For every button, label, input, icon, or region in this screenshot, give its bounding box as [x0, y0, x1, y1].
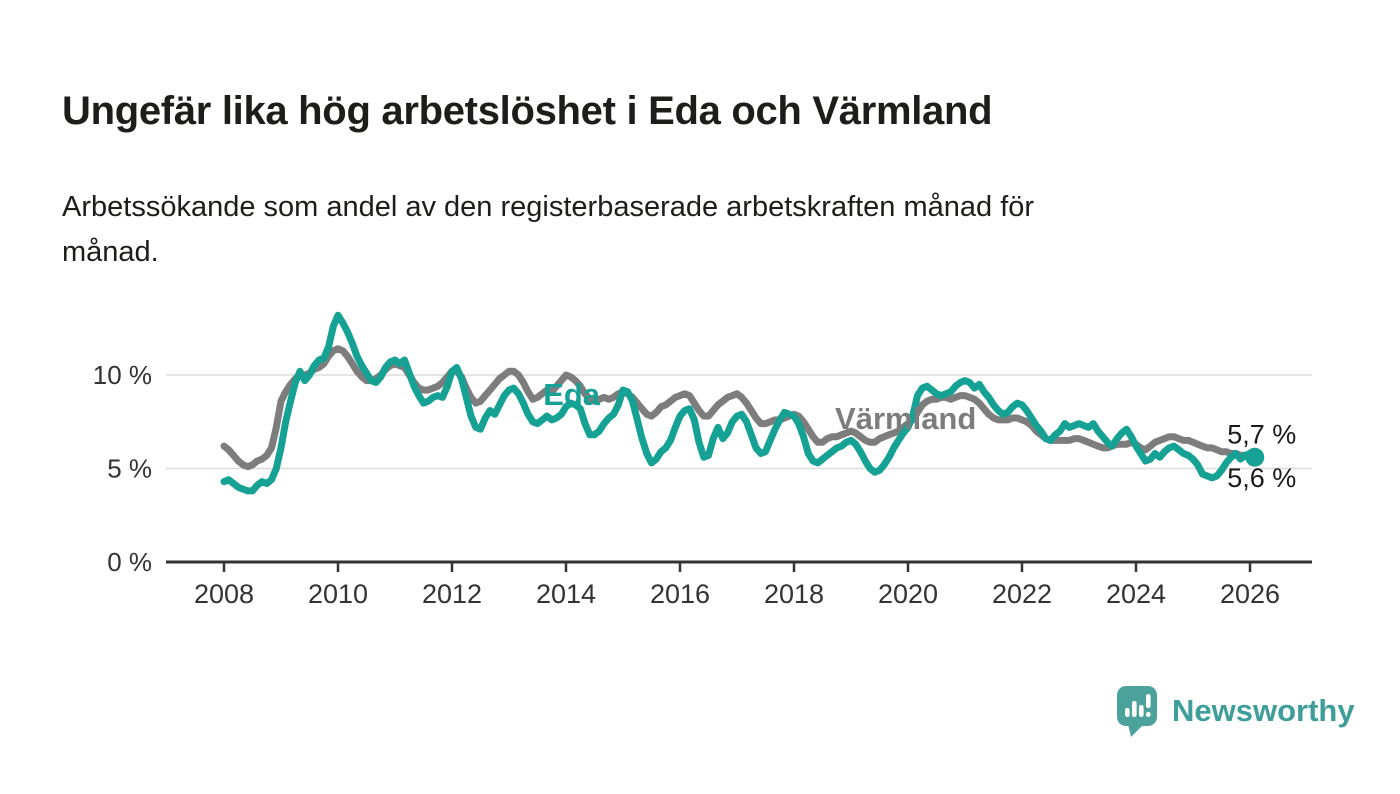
series-line-varmland [220, 345, 1259, 471]
chart-subtitle-line1: Arbetssökande som andel av den registerb… [62, 191, 1035, 223]
x-tick-label-2012: 2012 [422, 579, 482, 609]
end-value-label-eda: 5,6 % [1227, 463, 1296, 493]
x-tick-label-2008: 2008 [194, 579, 254, 609]
end-value-label-varmland: 5,7 % [1227, 419, 1296, 449]
x-tick-label-2014: 2014 [536, 579, 596, 609]
y-tick-label-10: 10 % [93, 360, 152, 390]
series-line-eda [220, 311, 1259, 495]
x-tick-label-2022: 2022 [992, 579, 1052, 609]
x-tick-label-2010: 2010 [308, 579, 368, 609]
bar-chart-speech-bubble-icon [1117, 686, 1157, 737]
x-tick-label-2018: 2018 [764, 579, 824, 609]
chart-title: Ungefär lika hög arbetslöshet i Eda och … [62, 88, 993, 133]
series-label-eda: Eda [543, 377, 601, 412]
chart-subtitle-line2: månad. [62, 235, 159, 268]
x-tick-label-2024: 2024 [1106, 579, 1166, 609]
y-tick-label-5: 5 % [107, 454, 152, 484]
chart-subtitle: Arbetssökande som andel av den registerb… [62, 185, 1262, 275]
newsworthy-logo: Newsworthy [1115, 684, 1355, 738]
series-eda-end-dot [1245, 447, 1265, 467]
newsworthy-wordmark: Newsworthy [1172, 693, 1355, 728]
x-tick-label-2016: 2016 [650, 579, 710, 609]
x-tick-label-2020: 2020 [878, 579, 938, 609]
y-tick-label-0: 0 % [107, 547, 152, 577]
x-tick-label-2026: 2026 [1220, 579, 1280, 609]
series-label-varmland: Värmland [835, 401, 976, 436]
